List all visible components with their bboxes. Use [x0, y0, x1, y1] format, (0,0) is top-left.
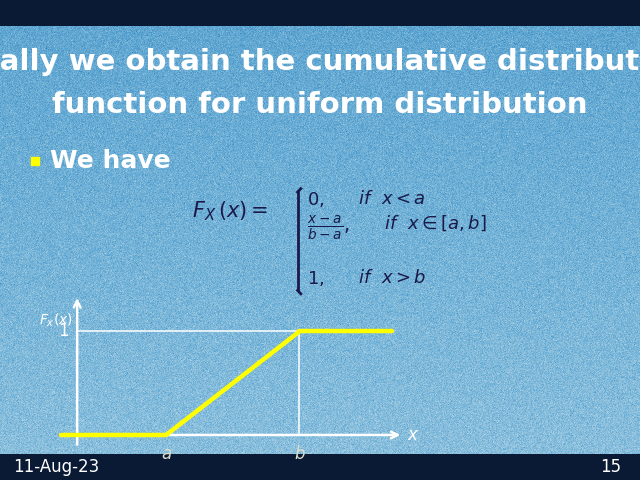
Text: 11-Aug-23: 11-Aug-23 [13, 457, 99, 476]
Text: $x$: $x$ [407, 426, 419, 444]
Text: $\frac{x-a}{b-a},$: $\frac{x-a}{b-a},$ [307, 214, 350, 242]
Text: $F_x(x)$: $F_x(x)$ [40, 312, 74, 329]
Bar [0, 454, 640, 480]
Text: $if\ \ x\in[a,b]$: $if\ \ x\in[a,b]$ [384, 214, 486, 233]
Text: $if\ \ x > b$: $if\ \ x > b$ [358, 269, 427, 287]
Text: $if\ \ x < a$: $if\ \ x < a$ [358, 190, 426, 208]
Text: function for uniform distribution: function for uniform distribution [52, 91, 588, 119]
Text: $0,$: $0,$ [307, 190, 324, 209]
Text: Finally we obtain the cumulative distribution: Finally we obtain the cumulative distrib… [0, 48, 640, 76]
Text: 1: 1 [58, 323, 69, 340]
Bar [0, 0, 640, 26]
Text: $F_X\,(x)=$: $F_X\,(x)=$ [192, 199, 268, 223]
Text: $a$: $a$ [161, 445, 172, 463]
Text: We have: We have [50, 149, 170, 173]
Text: 15: 15 [600, 457, 621, 476]
Text: $b$: $b$ [294, 445, 305, 463]
Text: $1,$: $1,$ [307, 269, 324, 288]
